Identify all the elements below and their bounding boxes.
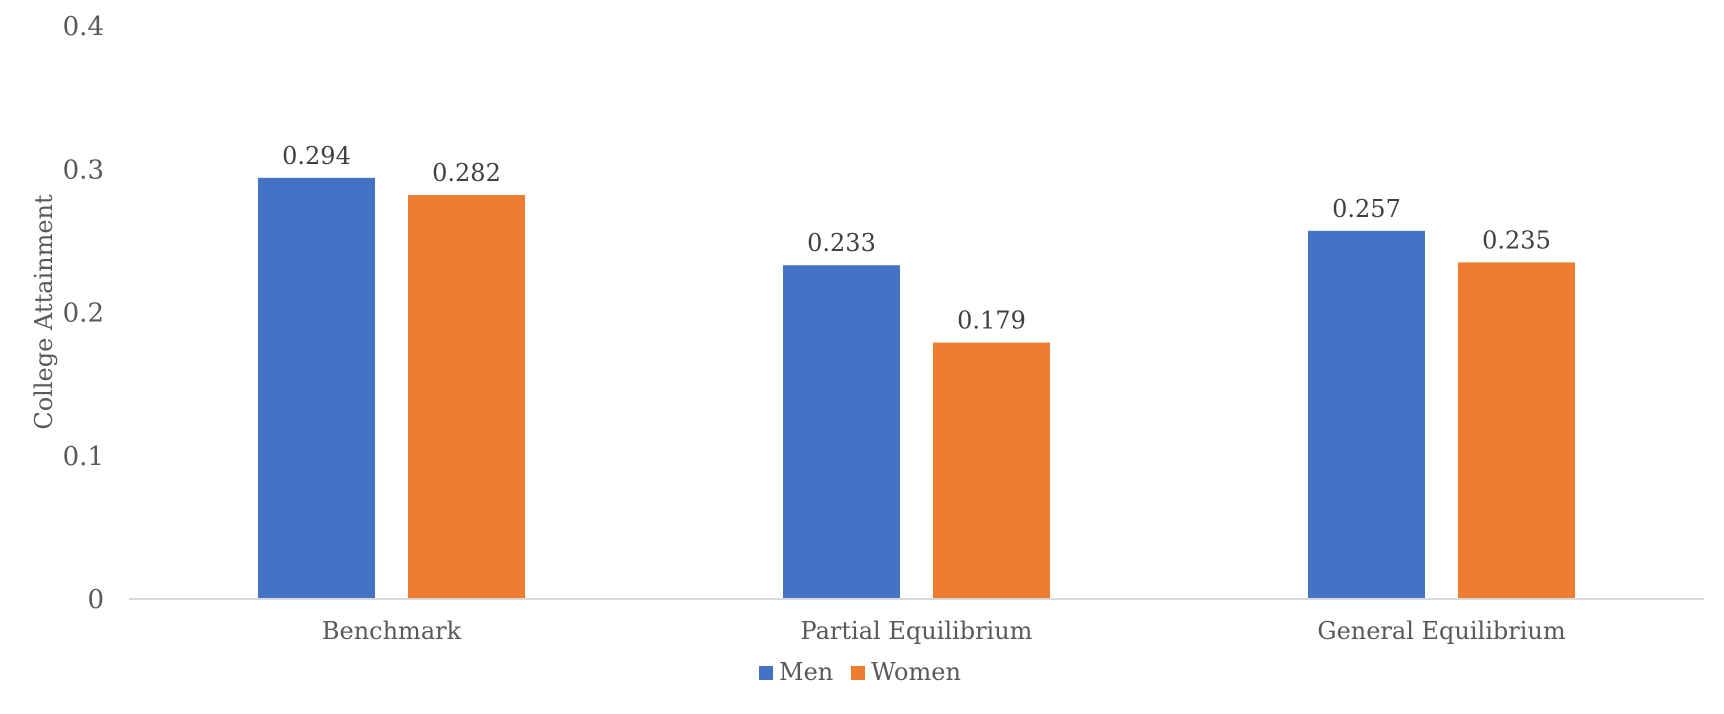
data-label: 0.257 — [1332, 195, 1401, 223]
x-tick-label: General Equilibrium — [1317, 617, 1565, 645]
data-label: 0.235 — [1482, 226, 1551, 254]
data-label: 0.233 — [807, 229, 876, 257]
bar-men-2 — [783, 265, 900, 599]
bar-women-1 — [408, 195, 525, 599]
x-tick-label: Partial Equilibrium — [801, 617, 1033, 645]
y-tick-label: 0.2 — [63, 299, 104, 329]
legend: Men Women — [759, 658, 961, 686]
data-label: 0.282 — [432, 159, 501, 187]
y-tick-label: 0 — [87, 585, 104, 615]
bar-women-2 — [933, 342, 1050, 599]
x-tick-label: Benchmark — [322, 617, 462, 645]
data-label: 0.294 — [282, 142, 351, 170]
legend-label-women: Women — [871, 658, 961, 686]
bar-women-3 — [1458, 262, 1575, 599]
y-axis-ticks: 0 0.1 0.2 0.3 0.4 — [63, 12, 104, 615]
y-tick-label: 0.1 — [63, 442, 104, 472]
bar-men-1 — [258, 177, 375, 599]
bar-men-3 — [1308, 230, 1425, 599]
y-tick-label: 0.4 — [63, 12, 104, 42]
y-tick-label: 0.3 — [63, 155, 104, 185]
bars-group: 0.294 0.282 0.233 0.179 0.257 0.235 — [258, 142, 1575, 599]
legend-swatch-men — [759, 666, 773, 680]
legend-swatch-women — [851, 666, 865, 680]
x-axis-category-labels: Benchmark Partial Equilibrium General Equi… — [322, 617, 1566, 645]
data-label: 0.179 — [957, 307, 1026, 335]
legend-label-men: Men — [779, 658, 833, 686]
y-axis-title: College Attainment — [30, 194, 58, 430]
